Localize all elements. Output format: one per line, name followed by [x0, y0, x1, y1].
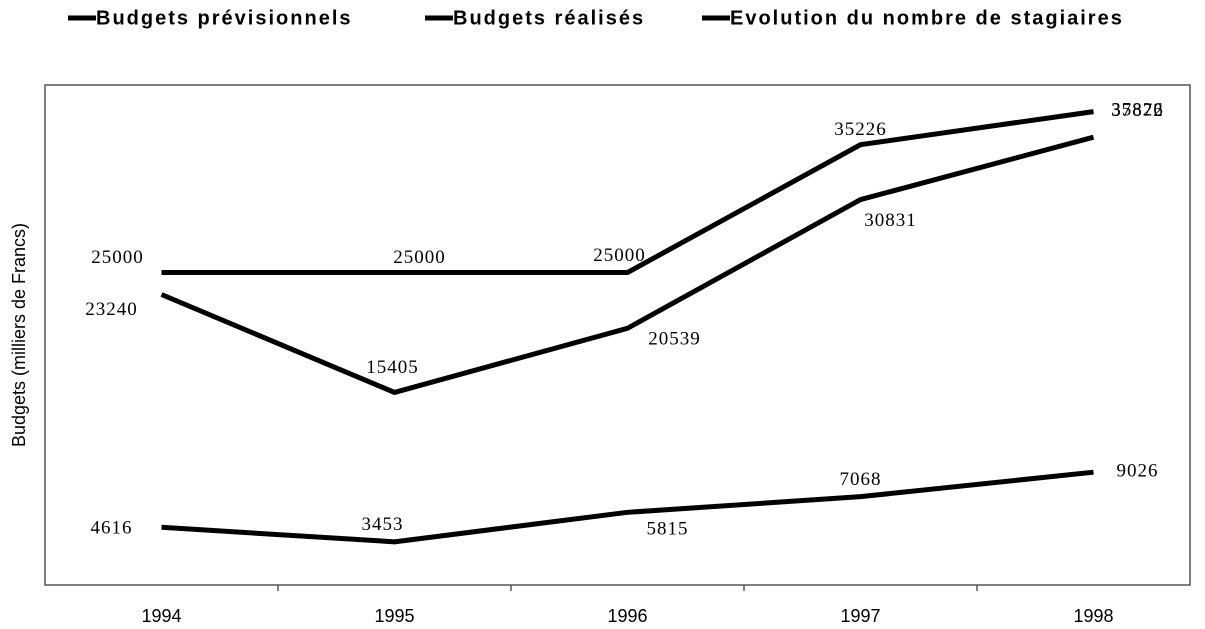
plot-frame	[44, 84, 1191, 586]
legend-label: Evolution du nombre de stagiaires	[730, 7, 1124, 29]
data-label: 4616	[91, 518, 133, 539]
data-label: 25000	[393, 247, 446, 268]
x-tick-label: 1997	[840, 606, 880, 626]
data-label: 25000	[593, 245, 646, 266]
series-line	[161, 109, 1094, 275]
series-line	[160, 134, 1095, 396]
x-tick-label: 1995	[374, 606, 414, 626]
data-label: 30831	[864, 210, 917, 231]
data-label: 37872	[1111, 100, 1164, 121]
data-label: 15405	[366, 357, 419, 378]
y-axis-label: Budgets (milliers de Francs)	[9, 223, 29, 447]
x-tick-label: 1996	[607, 606, 647, 626]
data-label: 20539	[648, 329, 701, 350]
series-line	[161, 469, 1094, 545]
data-label: 9026	[1117, 461, 1159, 482]
legend-label: Budgets réalisés	[453, 7, 645, 29]
data-label: 35826	[1111, 100, 1164, 121]
x-tick-label: 1994	[141, 606, 181, 626]
data-label: 5815	[647, 519, 689, 540]
data-label: 7068	[840, 469, 882, 490]
data-label: 35226	[834, 119, 887, 140]
legend-label: Budgets prévisionnels	[96, 7, 353, 29]
data-label: 3453	[362, 514, 404, 535]
x-tick-label: 1998	[1073, 606, 1113, 626]
data-label: 23240	[85, 299, 138, 320]
data-label: 25000	[91, 247, 144, 268]
